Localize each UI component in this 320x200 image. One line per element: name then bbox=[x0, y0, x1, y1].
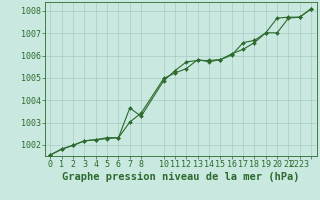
X-axis label: Graphe pression niveau de la mer (hPa): Graphe pression niveau de la mer (hPa) bbox=[62, 172, 300, 182]
